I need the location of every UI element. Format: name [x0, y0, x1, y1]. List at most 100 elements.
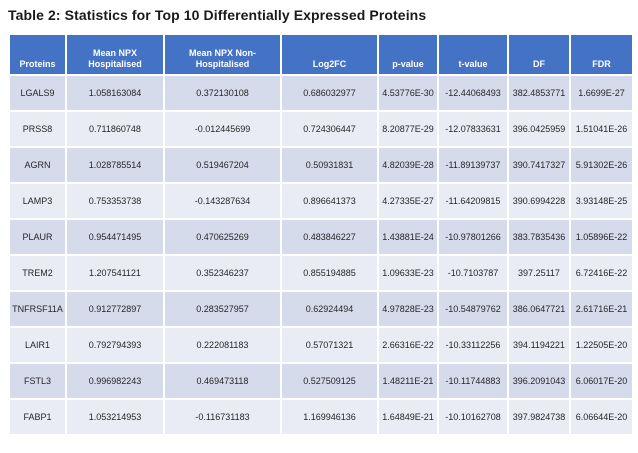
- cell-df: 383.7835436: [507, 218, 571, 256]
- table-row-lamp3: LAMP3 0.753353738 -0.143287634 0.896641373 4…: [8, 182, 634, 220]
- cell-t-value: -10.11744883: [437, 362, 509, 400]
- cell-fdr: 5.91302E-26: [569, 146, 634, 184]
- page-title: Table 2: Statistics for Top 10 Different…: [8, 7, 427, 23]
- cell-mean-npx-non-hospitalised: 0.352346237: [163, 254, 282, 292]
- cell-mean-npx-non-hospitalised: 0.469473118: [163, 362, 282, 400]
- cell-mean-npx-hospitalised: 0.912772897: [65, 290, 165, 328]
- table-row-fabp1: FABP1 1.053214953 -0.116731183 1.169946136 1…: [8, 398, 634, 436]
- cell-log2fc: 0.686032977: [280, 74, 379, 112]
- cell-mean-npx-non-hospitalised: -0.143287634: [163, 182, 282, 220]
- cell-mean-npx-non-hospitalised: 0.519467204: [163, 146, 282, 184]
- table-row-trem2: TREM2 1.207541121 0.352346237 0.855194885 1.…: [8, 254, 634, 292]
- cell-fdr: 1.05896E-22: [569, 218, 634, 256]
- cell-fdr: 6.06017E-20: [569, 362, 634, 400]
- column-header-df: DF: [507, 33, 571, 76]
- cell-mean-npx-non-hospitalised: 0.283527957: [163, 290, 282, 328]
- cell-fdr: 3.93148E-25: [569, 182, 634, 220]
- cell-mean-npx-non-hospitalised: 0.470625269: [163, 218, 282, 256]
- cell-proteins: TNFRSF11A: [8, 290, 67, 328]
- table-row-tnfrsf11a: TNFRSF11A 0.912772897 0.283527957 0.6292449…: [8, 290, 634, 328]
- cell-log2fc: 0.62924494: [280, 290, 379, 328]
- cell-t-value: -12.44068493: [437, 74, 509, 112]
- cell-p-value: 4.53776E-30: [377, 74, 439, 112]
- cell-mean-npx-hospitalised: 1.207541121: [65, 254, 165, 292]
- cell-df: 394.1194221: [507, 326, 571, 364]
- cell-mean-npx-hospitalised: 0.753353738: [65, 182, 165, 220]
- cell-log2fc: 0.57071321: [280, 326, 379, 364]
- cell-mean-npx-hospitalised: 1.028785514: [65, 146, 165, 184]
- cell-proteins: LAIR1: [8, 326, 67, 364]
- column-header-fdr: FDR: [569, 33, 634, 76]
- column-header-mean-npx-non-hospitalised: Mean NPX Non-Hospitalised: [163, 33, 282, 76]
- cell-t-value: -10.10162708: [437, 398, 509, 436]
- cell-log2fc: 1.169946136: [280, 398, 379, 436]
- column-header-mean-npx-hospitalised: Mean NPX Hospitalised: [65, 33, 165, 76]
- cell-p-value: 2.66316E-22: [377, 326, 439, 364]
- cell-mean-npx-non-hospitalised: 0.372130108: [163, 74, 282, 112]
- cell-fdr: 2.61716E-21: [569, 290, 634, 328]
- table-row-lgals9: LGALS9 1.058163084 0.372130108 0.686032977 4…: [8, 74, 634, 112]
- cell-df: 396.2091043: [507, 362, 571, 400]
- column-header-t-value: t-value: [437, 33, 509, 76]
- cell-proteins: PRSS8: [8, 110, 67, 148]
- table-row-fstl3: FSTL3 0.996982243 0.469473118 0.527509125 1.…: [8, 362, 634, 400]
- cell-df: 390.7417327: [507, 146, 571, 184]
- cell-fdr: 1.6699E-27: [569, 74, 634, 112]
- cell-p-value: 1.64849E-21: [377, 398, 439, 436]
- cell-t-value: -10.33112256: [437, 326, 509, 364]
- cell-log2fc: 0.483846227: [280, 218, 379, 256]
- cell-df: 382.4853771: [507, 74, 571, 112]
- cell-proteins: LGALS9: [8, 74, 67, 112]
- cell-proteins: FSTL3: [8, 362, 67, 400]
- cell-mean-npx-hospitalised: 0.954471495: [65, 218, 165, 256]
- cell-t-value: -10.54879762: [437, 290, 509, 328]
- cell-mean-npx-hospitalised: 0.996982243: [65, 362, 165, 400]
- cell-mean-npx-hospitalised: 1.058163084: [65, 74, 165, 112]
- cell-log2fc: 0.896641373: [280, 182, 379, 220]
- cell-proteins: PLAUR: [8, 218, 67, 256]
- cell-df: 390.6994228: [507, 182, 571, 220]
- cell-p-value: 4.82039E-28: [377, 146, 439, 184]
- table-row-prss8: PRSS8 0.711860748 -0.012445699 0.724306447 8…: [8, 110, 634, 148]
- cell-proteins: FABP1: [8, 398, 67, 436]
- cell-fdr: 1.51041E-26: [569, 110, 634, 148]
- column-header-proteins: Proteins: [8, 33, 67, 76]
- cell-df: 386.0647721: [507, 290, 571, 328]
- cell-df: 396.0425959: [507, 110, 571, 148]
- cell-fdr: 6.72416E-22: [569, 254, 634, 292]
- cell-p-value: 4.97828E-23: [377, 290, 439, 328]
- cell-t-value: -11.64209815: [437, 182, 509, 220]
- cell-df: 397.9824738: [507, 398, 571, 436]
- cell-proteins: AGRN: [8, 146, 67, 184]
- cell-log2fc: 0.527509125: [280, 362, 379, 400]
- cell-p-value: 1.43881E-24: [377, 218, 439, 256]
- stats-table: Proteins Mean NPX Hospitalised Mean NPX No…: [8, 33, 634, 436]
- cell-t-value: -10.7103787: [437, 254, 509, 292]
- table-row-lair1: LAIR1 0.792794393 0.222081183 0.57071321 2.6…: [8, 326, 634, 364]
- cell-t-value: -12.07833631: [437, 110, 509, 148]
- table-row-agrn: AGRN 1.028785514 0.519467204 0.50931831 4.82…: [8, 146, 634, 184]
- table-row-plaur: PLAUR 0.954471495 0.470625269 0.483846227 1.…: [8, 218, 634, 256]
- cell-p-value: 1.48211E-21: [377, 362, 439, 400]
- cell-p-value: 1.09633E-23: [377, 254, 439, 292]
- cell-t-value: -11.89139737: [437, 146, 509, 184]
- cell-p-value: 8.20877E-29: [377, 110, 439, 148]
- table-body: LGALS9 1.058163084 0.372130108 0.686032977 4…: [8, 74, 634, 436]
- cell-proteins: LAMP3: [8, 182, 67, 220]
- column-header-p-value: p-value: [377, 33, 439, 76]
- cell-log2fc: 0.724306447: [280, 110, 379, 148]
- cell-mean-npx-hospitalised: 1.053214953: [65, 398, 165, 436]
- cell-t-value: -10.97801266: [437, 218, 509, 256]
- cell-proteins: TREM2: [8, 254, 67, 292]
- column-header-log2fc: Log2FC: [280, 33, 379, 76]
- cell-df: 397.25117: [507, 254, 571, 292]
- cell-fdr: 6.06644E-20: [569, 398, 634, 436]
- cell-mean-npx-non-hospitalised: 0.222081183: [163, 326, 282, 364]
- cell-log2fc: 0.855194885: [280, 254, 379, 292]
- cell-mean-npx-non-hospitalised: -0.012445699: [163, 110, 282, 148]
- cell-mean-npx-non-hospitalised: -0.116731183: [163, 398, 282, 436]
- cell-log2fc: 0.50931831: [280, 146, 379, 184]
- cell-p-value: 4.27335E-27: [377, 182, 439, 220]
- cell-fdr: 1.22505E-20: [569, 326, 634, 364]
